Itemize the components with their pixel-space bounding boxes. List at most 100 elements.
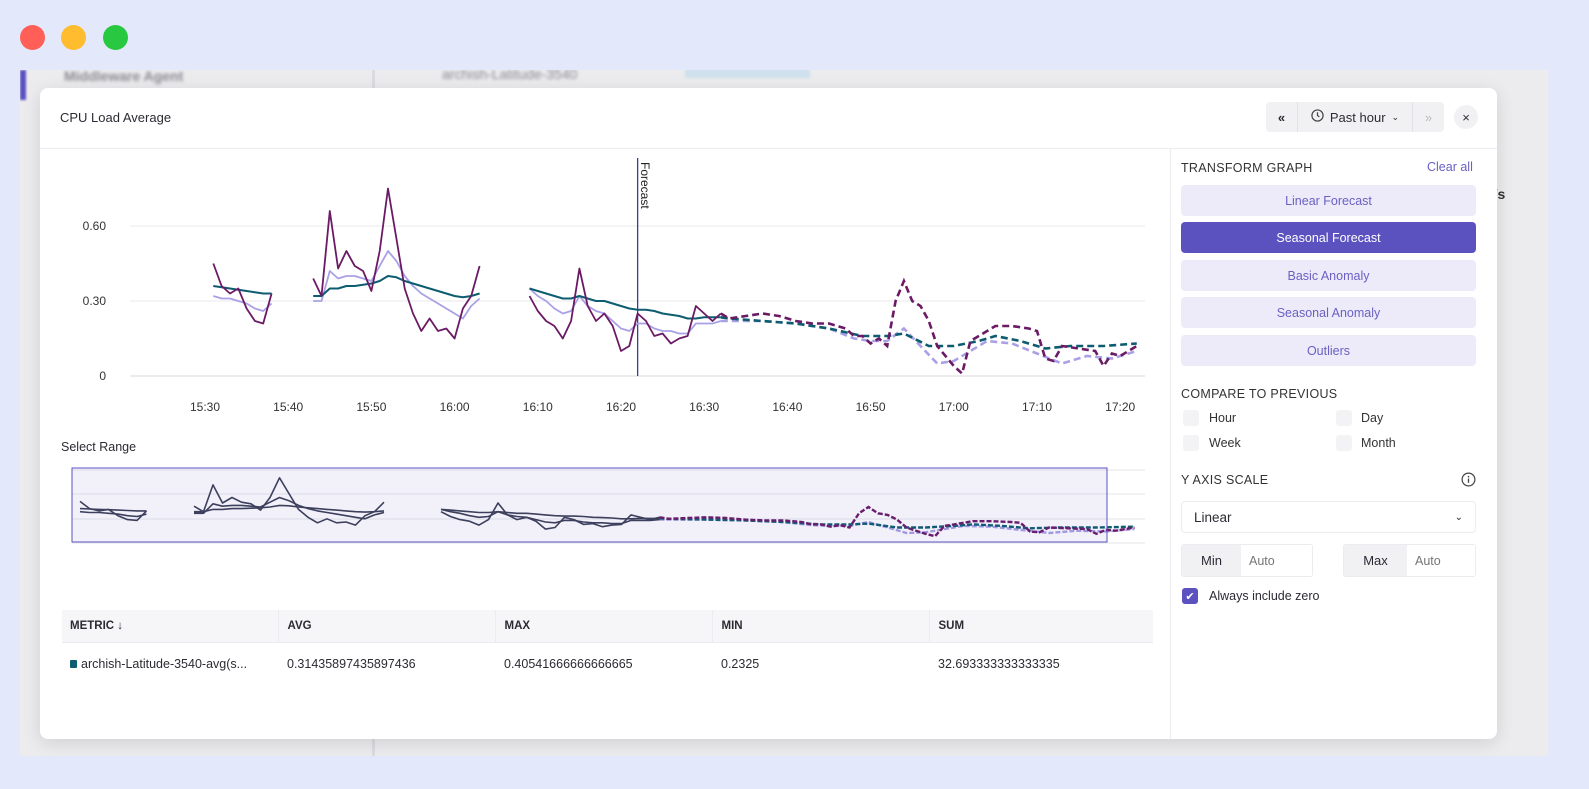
compare-month-checkbox[interactable] <box>1336 435 1352 451</box>
previous-range-button[interactable]: « <box>1266 102 1298 132</box>
max-cell: 0.40541666666666665 <box>504 657 633 672</box>
double-chevron-left-icon: « <box>1277 109 1286 125</box>
x-tick-label: 16:10 <box>522 400 553 414</box>
smoothed-series-line <box>213 295 273 312</box>
range-selection-brush[interactable] <box>71 467 1108 543</box>
x-tick-label: 17:20 <box>1105 400 1136 414</box>
y-min-group: Min <box>1181 544 1313 577</box>
compare-day-checkbox[interactable] <box>1336 410 1352 426</box>
double-chevron-right-icon: » <box>1424 109 1433 125</box>
compare-week-checkbox[interactable] <box>1183 435 1199 451</box>
clear-all-link[interactable]: Clear all <box>1427 160 1473 174</box>
column-header-min[interactable]: MIN <box>711 610 929 642</box>
outliers-button[interactable]: Outliers <box>1181 335 1476 366</box>
range-raw-forecast-line <box>659 505 1135 538</box>
chevron-down-icon: ⌄ <box>1454 511 1463 523</box>
range-raw-line <box>440 502 660 530</box>
range-raw-line <box>79 500 148 522</box>
include-zero-checkbox[interactable]: ✔ <box>1182 588 1198 604</box>
compare-day-label: Day <box>1361 411 1384 425</box>
next-range-button[interactable]: » <box>1413 102 1444 132</box>
compare-week-label: Week <box>1209 436 1241 450</box>
trend-series-line <box>529 287 721 320</box>
panel-divider <box>1170 148 1171 739</box>
bg-accent-bar <box>20 70 26 100</box>
y-max-label: Max <box>1344 545 1407 576</box>
y-min-input[interactable] <box>1241 545 1312 576</box>
column-header-max[interactable]: MAX <box>494 610 712 642</box>
compare-hour-checkbox[interactable] <box>1183 410 1199 426</box>
y-tick-label: 0.60 <box>82 219 106 233</box>
bg-agent-label: Middleware Agent <box>64 70 184 84</box>
close-button[interactable]: × <box>1454 105 1478 129</box>
y-max-group: Max <box>1343 544 1476 577</box>
smoothed-series-line <box>313 250 481 320</box>
y-scale-select[interactable]: Linear ⌄ <box>1181 501 1476 533</box>
close-icon: × <box>1462 109 1470 125</box>
x-tick-label: 15:30 <box>189 400 221 414</box>
trend-forecast-line <box>720 316 1137 350</box>
raw-series-line <box>312 187 481 340</box>
time-range-control: « Past hour ⌄ » <box>1266 102 1444 132</box>
linear-forecast-button[interactable]: Linear Forecast <box>1181 185 1476 216</box>
raw-series-line <box>212 263 273 325</box>
metric-header-label: METRIC <box>70 619 115 632</box>
time-range-label: Past hour <box>1329 109 1386 125</box>
y-tick-label: 0 <box>99 369 106 383</box>
x-tick-label: 16:40 <box>772 400 803 414</box>
y-max-input[interactable] <box>1407 545 1475 576</box>
sum-cell: 32.693333333333335 <box>938 657 1060 672</box>
window-close-button[interactable] <box>20 25 45 50</box>
y-scale-value: Linear <box>1194 509 1232 525</box>
y-tick-label: 0.30 <box>82 294 106 308</box>
raw-series-line <box>528 267 722 352</box>
range-smoothed-line <box>79 510 147 518</box>
select-range-label: Select Range <box>61 440 137 454</box>
x-tick-label: 16:30 <box>689 400 720 414</box>
trend-series-line <box>313 275 480 299</box>
avg-cell: 0.31435897435897436 <box>287 657 416 672</box>
series-color-swatch <box>70 660 77 669</box>
checkmark-icon: ✔ <box>1185 590 1195 603</box>
x-tick-label: 17:10 <box>1021 400 1053 414</box>
header-divider <box>40 148 1497 149</box>
raw-forecast-line <box>720 277 1138 376</box>
time-range-dropdown[interactable]: Past hour ⌄ <box>1298 102 1413 132</box>
window-minimize-button[interactable] <box>61 25 86 50</box>
range-trend-forecast-line <box>659 517 1135 530</box>
column-header-metric[interactable]: METRIC ↓ <box>62 610 278 642</box>
compare-hour-label: Hour <box>1209 411 1237 425</box>
column-header-sum[interactable]: SUM <box>928 610 1153 642</box>
smoothed-forecast-line <box>720 319 1138 365</box>
chevron-down-icon: ⌄ <box>1391 111 1400 122</box>
clock-icon <box>1311 109 1324 125</box>
chart-modal: CPU Load Average « Past hour ⌄ » × Selec… <box>40 88 1497 739</box>
seasonal-forecast-button[interactable]: Seasonal Forecast <box>1181 222 1476 253</box>
y-axis-scale-title: Y AXIS SCALE <box>1181 473 1269 487</box>
smoothed-series-line <box>528 287 722 335</box>
metric-name: archish-Latitude-3540-avg(s... <box>81 657 248 672</box>
compare-title: COMPARE TO PREVIOUS <box>1181 387 1338 401</box>
basic-anomaly-button[interactable]: Basic Anomaly <box>1181 260 1476 291</box>
x-tick-label: 16:50 <box>855 400 886 414</box>
compare-month-label: Month <box>1361 436 1396 450</box>
range-trend-line <box>440 508 660 520</box>
include-zero-label: Always include zero <box>1209 589 1320 603</box>
bg-chip <box>685 70 810 78</box>
range-smoothed-line <box>194 496 385 520</box>
window-maximize-button[interactable] <box>103 25 128 50</box>
range-raw-line <box>193 476 385 526</box>
y-min-label: Min <box>1182 545 1241 576</box>
arrow-down-icon: ↓ <box>117 619 124 632</box>
info-icon[interactable] <box>1461 472 1476 492</box>
metrics-table: METRIC ↓ AVG MAX MIN SUM archish-Latitud… <box>62 610 1153 686</box>
table-row[interactable]: archish-Latitude-3540-avg(s... 0.3143589… <box>62 642 1153 686</box>
x-tick-label: 15:50 <box>356 400 387 414</box>
transform-graph-title: TRANSFORM GRAPH <box>1181 161 1313 175</box>
modal-title: CPU Load Average <box>60 110 172 125</box>
seasonal-anomaly-button[interactable]: Seasonal Anomaly <box>1181 297 1476 328</box>
column-header-avg[interactable]: AVG <box>277 610 495 642</box>
x-tick-label: 16:20 <box>605 400 637 414</box>
x-tick-label: 16:00 <box>439 400 470 414</box>
